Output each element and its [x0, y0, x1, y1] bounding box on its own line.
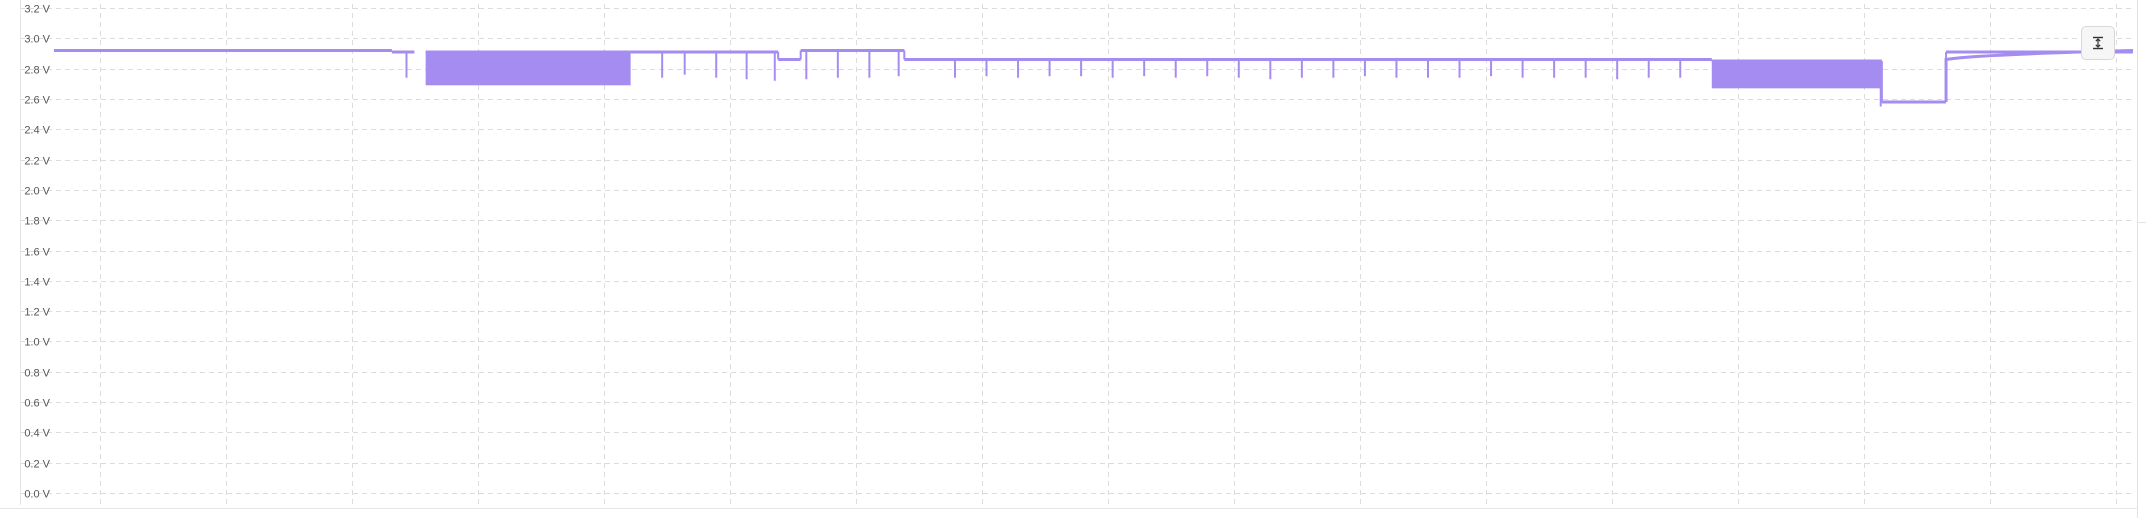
- y-tick-label: 2.0 V: [24, 186, 50, 198]
- y-tick-label: 1.8 V: [24, 216, 50, 228]
- y-tick-label: 0.8 V: [24, 368, 50, 380]
- panel-edge: [2137, 0, 2146, 518]
- y-tick-label: 1.4 V: [24, 277, 50, 289]
- y-tick-label: 0.2 V: [24, 459, 50, 471]
- series-band: [1711, 61, 1882, 89]
- y-tick-label: 0.4 V: [24, 428, 50, 440]
- y-tick-label: 2.4 V: [24, 125, 50, 137]
- y-tick-label: 0.6 V: [24, 398, 50, 410]
- y-tick-label: 2.2 V: [24, 156, 50, 168]
- chart-grid: [20, 4, 2133, 505]
- y-tick-label: 1.2 V: [24, 307, 50, 319]
- y-tick-label: 2.6 V: [24, 95, 50, 107]
- y-tick-label: 3.2 V: [24, 4, 50, 16]
- voltage-series: [54, 48, 2134, 107]
- y-axis: 0.0 V 0.2 V 0.4 V 0.6 V 0.8 V 1.0 V 1.2 V 1.4 V…: [20, 0, 51, 505]
- y-tick-label: 1.6 V: [24, 247, 50, 259]
- fit-height-button[interactable]: [2081, 26, 2115, 60]
- fit-height-icon: [2093, 36, 2103, 50]
- panel-edge-notch: [2138, 222, 2146, 223]
- y-tick-label: 2.8 V: [24, 65, 50, 77]
- y-tick-label: 0.0 V: [24, 489, 50, 501]
- y-tick-label: 1.0 V: [24, 337, 50, 349]
- y-tick-label: 3.0 V: [24, 34, 50, 46]
- series-band: [425, 51, 631, 86]
- x-axis-baseline: [0, 508, 2138, 509]
